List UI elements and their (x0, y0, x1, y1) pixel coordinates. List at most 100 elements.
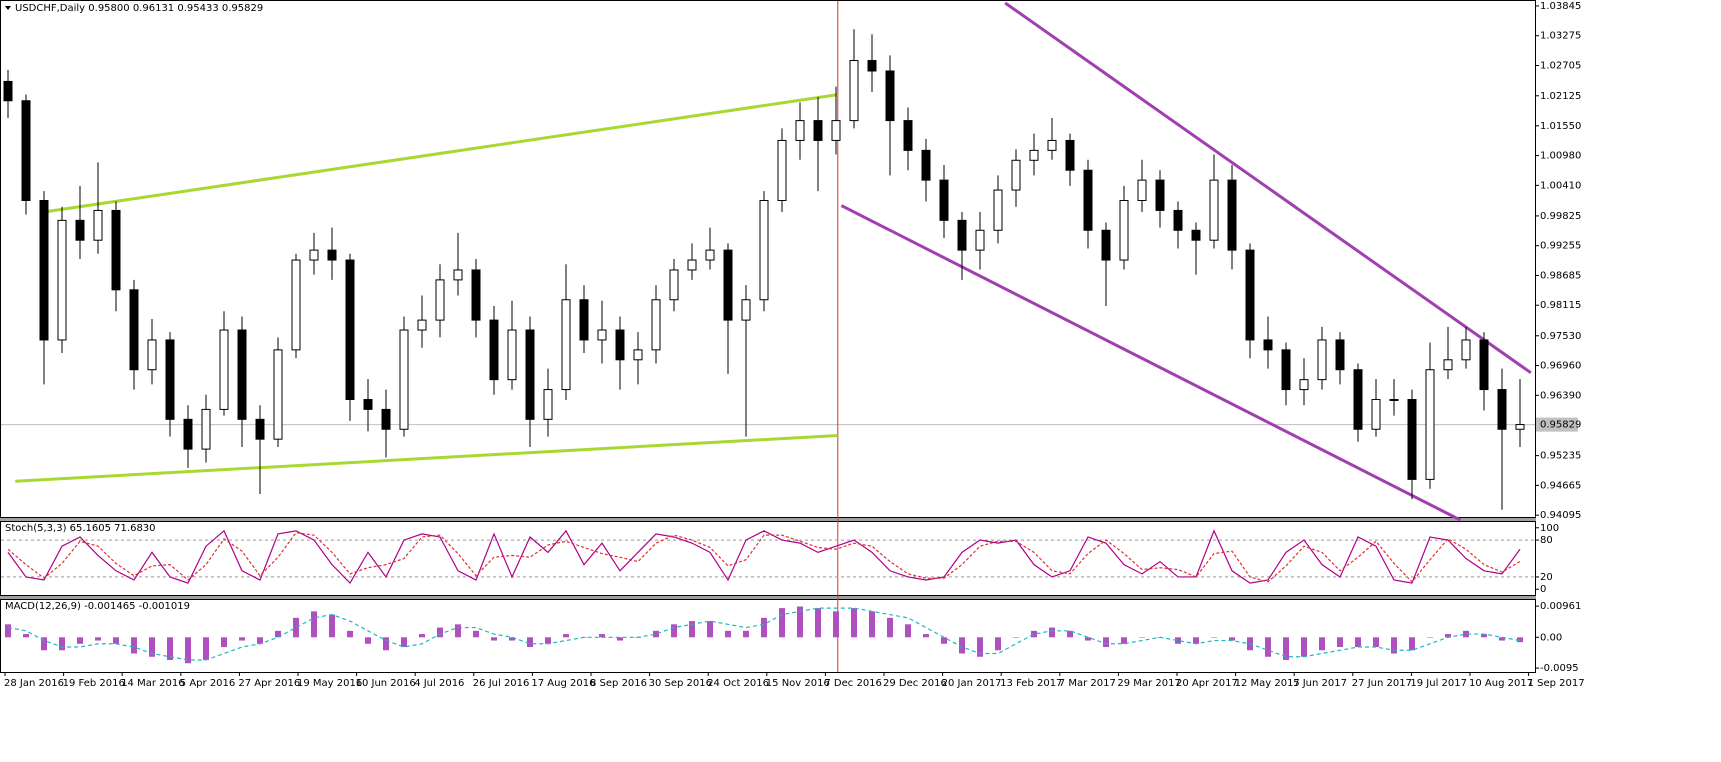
y-tick-label: 0.98685 (1540, 270, 1581, 281)
candle-body (687, 259, 697, 271)
candle-body (345, 259, 355, 400)
x-tick-label: 7 Mar 2017 (1059, 678, 1116, 689)
x-tick-label: 17 Aug 2016 (531, 678, 595, 689)
macd-bar (1175, 637, 1181, 644)
y-tick-label: 1.00980 (1540, 151, 1581, 162)
candle-body (1407, 398, 1417, 480)
macd-bar (1265, 637, 1271, 657)
candle-body (1209, 179, 1219, 241)
y-tick-label: 100 (1540, 523, 1559, 534)
candle-body (1191, 229, 1201, 241)
y-tick-label: 0.94665 (1540, 480, 1581, 491)
macd-bar (1283, 637, 1289, 660)
macd-bar (1517, 637, 1523, 643)
x-tick-label: 19 Feb 2016 (63, 678, 125, 689)
candle-body (867, 60, 877, 72)
candle-body (795, 120, 805, 141)
y-tick-label: 20 (1540, 572, 1553, 583)
macd-bar (1085, 637, 1091, 641)
x-tick-label: 19 May 2016 (297, 678, 362, 689)
macd-bar (959, 637, 965, 654)
last-price-box (1536, 417, 1578, 432)
macd-bar (167, 637, 173, 660)
candle-body (813, 120, 823, 141)
macd-bar (1463, 630, 1469, 638)
macd-bar (257, 637, 263, 644)
y-tick-label: 0.95235 (1540, 451, 1581, 462)
candle-body (885, 70, 895, 122)
candle-body (633, 349, 643, 361)
candle-body (147, 339, 157, 371)
x-tick-label: 27 Jun 2017 (1352, 678, 1412, 689)
candle-body (741, 299, 751, 321)
candle-body (993, 189, 1003, 231)
y-tick-label: 1.03275 (1540, 31, 1581, 42)
macd-bar (905, 624, 911, 638)
macd-bar (689, 621, 695, 638)
stoch-line (7, 532, 1521, 583)
candle-body (3, 80, 13, 102)
macd-bar (455, 624, 461, 638)
candle-body (1011, 159, 1021, 191)
macd-bar (563, 634, 569, 638)
macd-bar (437, 627, 443, 638)
macd-bar (491, 637, 497, 641)
candle-body (597, 329, 607, 341)
macd-bar (761, 617, 767, 638)
candle-body (1443, 359, 1453, 371)
macd-bar (509, 637, 515, 641)
y-tick-label: 1.02125 (1540, 91, 1581, 102)
x-tick-label: 29 Dec 2016 (883, 678, 947, 689)
candle-body (327, 249, 337, 261)
macd-bar (1211, 637, 1217, 638)
macd-bar (1139, 637, 1145, 638)
candle-body (1101, 229, 1111, 261)
candle-body (579, 299, 589, 341)
y-tick-label: -0.0095 (1540, 663, 1579, 674)
trendline (15, 433, 838, 483)
trendline (840, 204, 1462, 522)
x-tick-label: 20 Jan 2017 (942, 678, 1002, 689)
candle-body (543, 389, 553, 420)
candle-body (921, 149, 931, 181)
macd-bar (1355, 637, 1361, 648)
candle-body (417, 319, 427, 331)
macd-bar (743, 630, 749, 638)
x-tick-label: 7 Dec 2016 (824, 678, 882, 689)
y-tick-label: 1.02705 (1540, 61, 1581, 72)
candle-body (255, 418, 265, 440)
candle-body (1029, 149, 1039, 161)
x-tick-label: 30 Sep 2016 (649, 678, 712, 689)
y-tick-label: 0.00 (1540, 632, 1562, 643)
candle-body (1515, 424, 1525, 430)
macd-bar (221, 637, 227, 648)
candle-body (1461, 339, 1471, 361)
macd-bar (473, 630, 479, 638)
macd-bar (815, 608, 821, 638)
candle-body (309, 249, 319, 261)
candle-body (903, 120, 913, 151)
x-tick-label: 19 Jul 2017 (1410, 678, 1467, 689)
macd-bar (1121, 637, 1127, 644)
candle-body (705, 249, 715, 261)
y-tick-label: 0 (1540, 584, 1546, 595)
macd-bar (833, 611, 839, 638)
macd-bar (671, 624, 677, 638)
y-tick-label: 0.96390 (1540, 390, 1581, 401)
y-tick-label: 0.99255 (1540, 241, 1581, 252)
candle-body (723, 249, 733, 321)
candle-body (1119, 200, 1129, 261)
candle-body (525, 329, 535, 420)
candle-body (1479, 339, 1489, 391)
candle-body (1281, 349, 1291, 391)
macd-bar (329, 614, 335, 638)
candle-body (939, 179, 949, 221)
x-tick-label: 4 Jul 2016 (414, 678, 464, 689)
macd-bar (851, 608, 857, 638)
candle-body (1335, 339, 1345, 371)
candle-body (1497, 389, 1507, 430)
macd-bar (707, 621, 713, 638)
macd-bar (185, 637, 191, 664)
y-tick-label: 80 (1540, 535, 1553, 546)
